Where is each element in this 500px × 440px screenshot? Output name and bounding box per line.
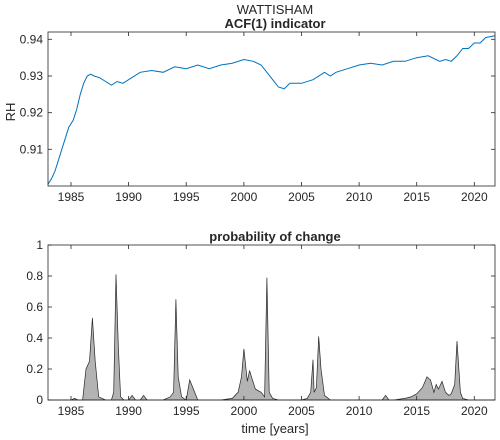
acf-y-tick-label: 0.91 <box>20 142 44 156</box>
acf-y-tick-label: 0.94 <box>20 32 44 46</box>
probability-x-axis-label: time [years] <box>241 421 308 436</box>
acf-x-tick-label: 1985 <box>58 190 85 204</box>
probability-y-tick-label: 0.4 <box>26 331 43 345</box>
acf-series-line <box>47 35 496 185</box>
acf-indicator-panel: ACF(1) indicator RH 1985 1990 1995 2000 2005… <box>3 16 496 204</box>
probability-panel-title: probability of change <box>209 229 340 244</box>
acf-panel-title: ACF(1) indicator <box>224 16 325 31</box>
acf-x-tick-label: 2005 <box>288 190 315 204</box>
probability-axes-box <box>47 244 496 401</box>
probability-area <box>48 274 495 401</box>
acf-y-tick-label: 0.92 <box>20 106 44 120</box>
probability-y-tick-label: 0.2 <box>26 362 43 376</box>
probability-x-tick-label: 2010 <box>346 404 373 418</box>
probability-x-tick-label: 2000 <box>231 404 258 418</box>
probability-x-tick-label: 2005 <box>288 404 315 418</box>
probability-x-tick-label: 2015 <box>403 404 430 418</box>
probability-x-tick-label: 2020 <box>461 404 488 418</box>
acf-x-tick-label: 1995 <box>173 190 200 204</box>
acf-x-tick-label: 1990 <box>115 190 142 204</box>
probability-x-tick-label: 1995 <box>173 404 200 418</box>
acf-axis-ticks: 1985 1990 1995 2000 2005 2010 2015 2020 0.91 0.92… <box>20 32 495 204</box>
acf-x-tick-label: 2000 <box>231 190 258 204</box>
probability-y-tick-label: 0.8 <box>26 269 43 283</box>
probability-axis-ticks: 1985 1990 1995 2000 2005 2010 2015 2020 0 0.2 0.4 0… <box>26 238 495 418</box>
acf-y-axis-label: RH <box>3 103 18 122</box>
probability-panel: probability of change time [years] 1985 1… <box>26 229 496 436</box>
probability-y-tick-label: 0.6 <box>26 300 43 314</box>
acf-x-tick-label: 2010 <box>346 190 373 204</box>
acf-axes-box <box>47 31 496 187</box>
acf-x-tick-label: 2015 <box>403 190 430 204</box>
acf-x-tick-label: 2020 <box>461 190 488 204</box>
probability-x-tick-label: 1985 <box>58 404 85 418</box>
probability-y-tick-label: 0 <box>36 393 43 407</box>
figure-suptitle: WATTISHAM <box>237 2 314 17</box>
probability-y-tick-label: 1 <box>36 238 43 252</box>
probability-x-tick-label: 1990 <box>115 404 142 418</box>
acf-y-tick-label: 0.93 <box>20 69 44 83</box>
